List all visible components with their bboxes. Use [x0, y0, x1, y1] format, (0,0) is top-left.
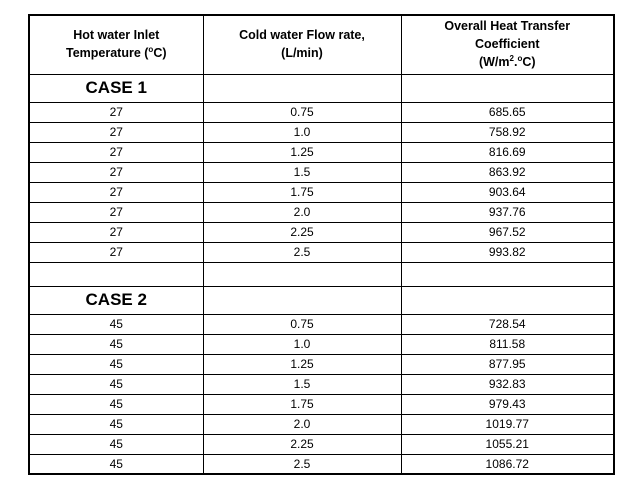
u-cell: 979.43 — [400, 393, 615, 415]
u-cell: 685.65 — [400, 101, 615, 123]
flow-cell: 2.25 — [202, 221, 402, 243]
empty-cell — [202, 285, 402, 315]
header-line: Temperature ( — [65, 45, 149, 60]
temp-cell: 45 — [28, 433, 204, 455]
u-cell: 932.83 — [400, 373, 615, 395]
header-line: C) — [153, 45, 167, 60]
header-row: Hot water Inlet Temperature (oC) Cold wa… — [28, 14, 615, 75]
temp-cell: 27 — [28, 181, 204, 203]
u-cell: 967.52 — [400, 221, 615, 243]
temp-cell: 27 — [28, 221, 204, 243]
case-2-label: CASE 2 — [28, 285, 204, 315]
u-cell: 728.54 — [400, 313, 615, 335]
table-row: 45 1.0 811.58 — [28, 333, 615, 355]
header-cold-water-flow-rate: Cold water Flow rate, (L/min) — [202, 14, 402, 75]
header-line: (W/m — [478, 54, 510, 69]
u-cell: 877.95 — [400, 353, 615, 375]
temp-cell: 27 — [28, 241, 204, 263]
empty-cell — [400, 261, 615, 287]
case-1-row: CASE 1 — [28, 73, 615, 103]
flow-cell: 1.25 — [202, 141, 402, 163]
header-line: Hot water Inlet — [73, 28, 160, 42]
header-line: Coefficient — [474, 36, 540, 51]
heat-transfer-table: Hot water Inlet Temperature (oC) Cold wa… — [28, 14, 615, 475]
case-1-label: CASE 1 — [28, 73, 204, 103]
u-cell: 863.92 — [400, 161, 615, 183]
table-row: 45 1.75 979.43 — [28, 393, 615, 415]
flow-cell: 1.75 — [202, 181, 402, 203]
u-cell: 1019.77 — [400, 413, 615, 435]
temp-cell: 27 — [28, 201, 204, 223]
empty-cell — [400, 73, 615, 103]
temp-cell: 45 — [28, 333, 204, 355]
flow-cell: 2.5 — [202, 453, 402, 475]
temp-cell: 27 — [28, 121, 204, 143]
u-cell: 1086.72 — [400, 453, 615, 475]
temp-cell: 27 — [28, 161, 204, 183]
header-line: (L/min) — [281, 45, 323, 60]
superscript-2: 2 — [509, 53, 514, 63]
header-line: C) — [522, 54, 536, 69]
u-cell: 758.92 — [400, 121, 615, 143]
temp-cell: 45 — [28, 393, 204, 415]
table-row: 27 2.0 937.76 — [28, 201, 615, 223]
case-2-row: CASE 2 — [28, 285, 615, 315]
header-overall-heat-transfer-coefficient: Overall Heat Transfer Coefficient (W/m2.… — [400, 14, 615, 75]
table-row: 27 1.0 758.92 — [28, 121, 615, 143]
u-cell: 937.76 — [400, 201, 615, 223]
flow-cell: 2.5 — [202, 241, 402, 263]
flow-cell: 1.5 — [202, 373, 402, 395]
flow-cell: 1.5 — [202, 161, 402, 183]
flow-cell: 2.0 — [202, 413, 402, 435]
empty-cell — [202, 261, 402, 287]
u-cell: 1055.21 — [400, 433, 615, 455]
flow-cell: 2.25 — [202, 433, 402, 455]
table-row: 27 2.5 993.82 — [28, 241, 615, 263]
flow-cell: 0.75 — [202, 313, 402, 335]
table-row: 27 1.25 816.69 — [28, 141, 615, 163]
table-row: 45 2.5 1086.72 — [28, 453, 615, 475]
table-row: 27 1.75 903.64 — [28, 181, 615, 203]
table-row: 27 0.75 685.65 — [28, 101, 615, 123]
temp-cell: 27 — [28, 101, 204, 123]
table-row: 27 1.5 863.92 — [28, 161, 615, 183]
empty-cell — [400, 285, 615, 315]
empty-cell — [28, 261, 204, 287]
u-cell: 816.69 — [400, 141, 615, 163]
table-row: 27 2.25 967.52 — [28, 221, 615, 243]
flow-cell: 1.25 — [202, 353, 402, 375]
superscript-o: o — [148, 44, 154, 54]
table-row: 45 1.5 932.83 — [28, 373, 615, 395]
header-line: Cold water Flow rate, — [239, 28, 365, 42]
u-cell: 811.58 — [400, 333, 615, 355]
table-row: 45 2.0 1019.77 — [28, 413, 615, 435]
u-cell: 903.64 — [400, 181, 615, 203]
u-cell: 993.82 — [400, 241, 615, 263]
header-hot-water-inlet-temperature: Hot water Inlet Temperature (oC) — [28, 14, 204, 75]
temp-cell: 45 — [28, 373, 204, 395]
temp-cell: 27 — [28, 141, 204, 163]
empty-cell — [202, 73, 402, 103]
temp-cell: 45 — [28, 313, 204, 335]
flow-cell: 1.0 — [202, 121, 402, 143]
table-row: 45 2.25 1055.21 — [28, 433, 615, 455]
temp-cell: 45 — [28, 453, 204, 475]
table-row: 45 1.25 877.95 — [28, 353, 615, 375]
superscript-o: o — [517, 53, 523, 63]
table-row: 45 0.75 728.54 — [28, 313, 615, 335]
header-line: Overall Heat Transfer — [444, 19, 571, 34]
flow-cell: 1.0 — [202, 333, 402, 355]
spacer-row — [28, 261, 615, 287]
flow-cell: 2.0 — [202, 201, 402, 223]
flow-cell: 0.75 — [202, 101, 402, 123]
header-line: . — [513, 54, 518, 69]
temp-cell: 45 — [28, 413, 204, 435]
flow-cell: 1.75 — [202, 393, 402, 415]
temp-cell: 45 — [28, 353, 204, 375]
